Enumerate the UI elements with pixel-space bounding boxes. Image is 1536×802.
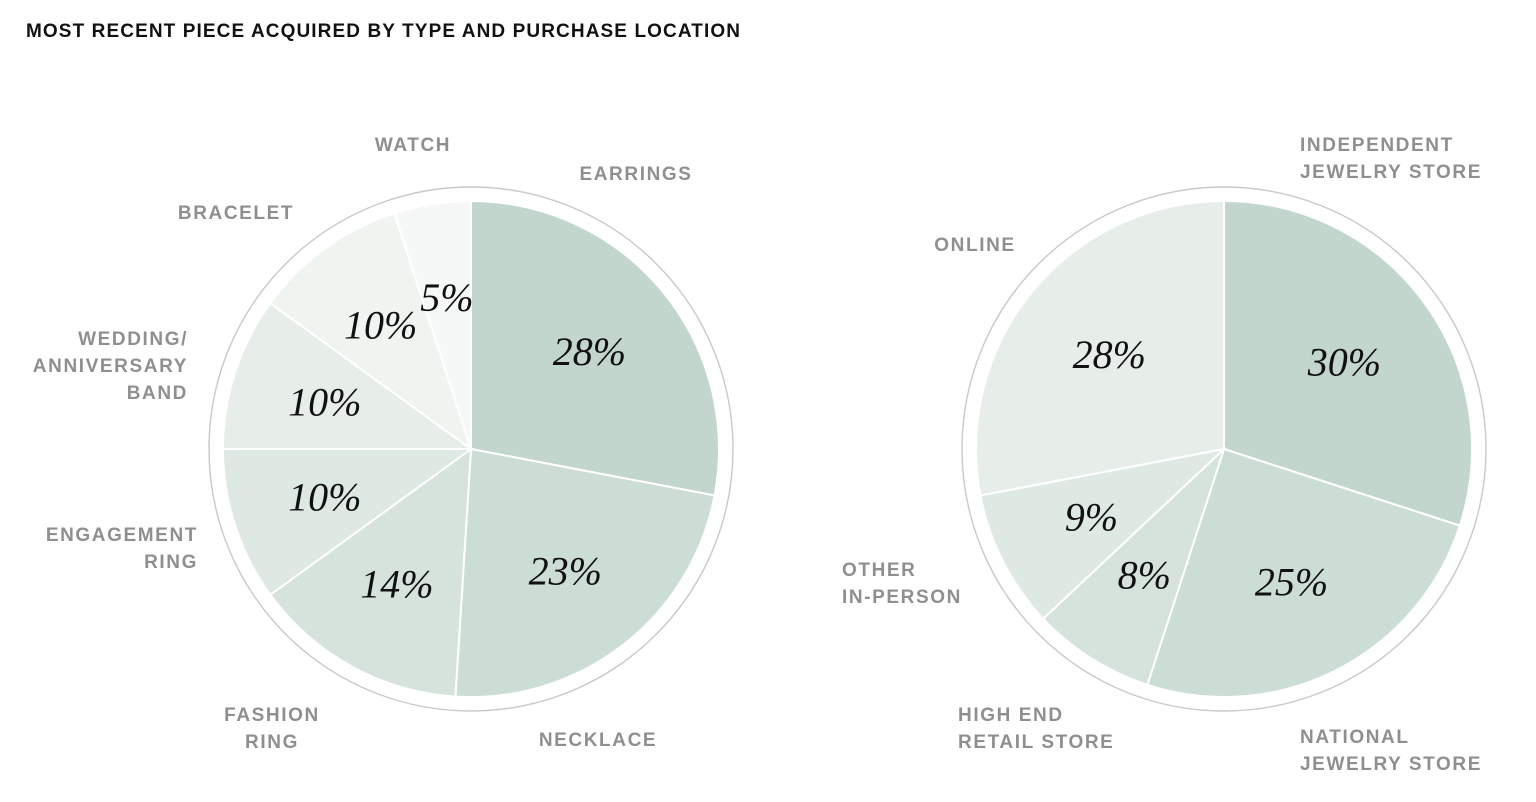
pie-category-label-line: BAND	[127, 383, 188, 404]
pie-value-label-necklace: 23%	[529, 548, 602, 593]
pie-slice-wedding-anniversary-band	[221, 301, 475, 450]
pie-category-label-necklace: NECKLACE	[539, 730, 657, 751]
pie-slice-watch	[393, 199, 472, 450]
pie-category-label-wedding-anniversary-band: WEDDING/ANNIVERSARY BAND	[33, 329, 188, 404]
pie-slice-independent-jewelry-store	[1223, 199, 1473, 527]
pie-category-label-line: EARRINGS	[579, 164, 692, 185]
pie-category-label-line: IN-PERSON	[842, 587, 962, 608]
pie-value-label-national-jewelry-store: 25%	[1255, 560, 1328, 605]
pie-slice-fashion-ring	[268, 446, 473, 698]
pie-category-label-line: WATCH	[375, 135, 451, 156]
pie-category-label-line: RING	[144, 552, 198, 573]
pie-category-label-fashion-ring: FASHION RING	[224, 705, 320, 753]
pie-slice-online	[975, 199, 1225, 497]
pie-category-label-online: ONLINE	[934, 235, 1015, 256]
pie-value-label-bracelet: 10%	[344, 303, 417, 348]
pie-category-label-line: HIGH END	[958, 705, 1064, 726]
pie-category-label-line: NATIONAL	[1300, 727, 1410, 748]
pie-value-label-online: 28%	[1073, 332, 1146, 377]
chart-title: MOST RECENT PIECE ACQUIRED BY TYPE AND P…	[26, 21, 742, 42]
pie-category-label-line: RING	[245, 732, 299, 753]
pie-slice-engagement-ring	[221, 448, 475, 597]
pie-category-label-engagement-ring: ENGAGEMENT RING	[46, 525, 198, 573]
pie-category-label-bracelet: BRACELET	[178, 203, 294, 224]
pie-value-label-wedding-anniversary-band: 10%	[288, 379, 361, 424]
pie-slice-necklace	[454, 447, 716, 698]
pie-category-label-line: ENGAGEMENT	[46, 525, 198, 546]
pie-value-label-high-end-retail-store: 8%	[1118, 553, 1171, 598]
pie-category-label-earrings: EARRINGS	[579, 164, 692, 185]
pie-outer-ring	[961, 186, 1487, 712]
pie-value-label-engagement-ring: 10%	[288, 475, 361, 520]
pie-value-label-fashion-ring: 14%	[360, 562, 433, 607]
pie-category-label-independent-jewelry-store: INDEPENDENT JEWELRY STORE	[1300, 135, 1482, 183]
pie-slice-other-in-person	[979, 447, 1228, 621]
pie-category-label-line: JEWELRY STORE	[1300, 754, 1482, 775]
pie-category-label-high-end-retail-store: HIGH END RETAIL STORE	[958, 705, 1114, 753]
pie-slice-high-end-retail-store	[1041, 448, 1225, 687]
pie-category-label-line: JEWELRY STORE	[1300, 162, 1482, 183]
pie-value-label-other-in-person: 9%	[1065, 495, 1118, 540]
pie-slice-national-jewelry-store	[1146, 447, 1462, 699]
pie-category-label-national-jewelry-store: NATIONAL JEWELRY STORE	[1300, 727, 1482, 775]
pie-category-label-line: BRACELET	[178, 203, 294, 224]
pie-value-label-watch: 5%	[420, 275, 473, 320]
pie-category-label-line: ANNIVERSARY	[33, 356, 188, 377]
pie-value-label-independent-jewelry-store: 30%	[1307, 340, 1381, 385]
pie-category-label-line: WEDDING/	[78, 329, 188, 350]
pie-value-label-earrings: 28%	[553, 329, 626, 374]
pie-category-label-watch: WATCH	[375, 135, 451, 156]
pie-category-label-line: INDEPENDENT	[1300, 135, 1454, 156]
pie-outer-ring	[208, 186, 734, 712]
pie-category-label-line: FASHION	[224, 705, 320, 726]
pie-category-label-line: ONLINE	[934, 235, 1015, 256]
pie-category-label-line: OTHER	[842, 560, 917, 581]
pie-chart-location: 30% INDEPENDENT JEWELRY STORE 25% NATIONAL JE…	[842, 135, 1487, 775]
pie-slice-earrings	[470, 199, 720, 497]
pie-chart-type: 28% EARRINGS 23% NECKLACE 14% FASHION RING 10% E…	[33, 135, 734, 753]
pie-slice-bracelet	[268, 211, 473, 452]
pie-category-label-line: RETAIL STORE	[958, 732, 1114, 753]
pie-category-label-other-in-person: OTHER IN-PERSON	[842, 560, 962, 608]
pie-category-label-line: NECKLACE	[539, 730, 657, 751]
